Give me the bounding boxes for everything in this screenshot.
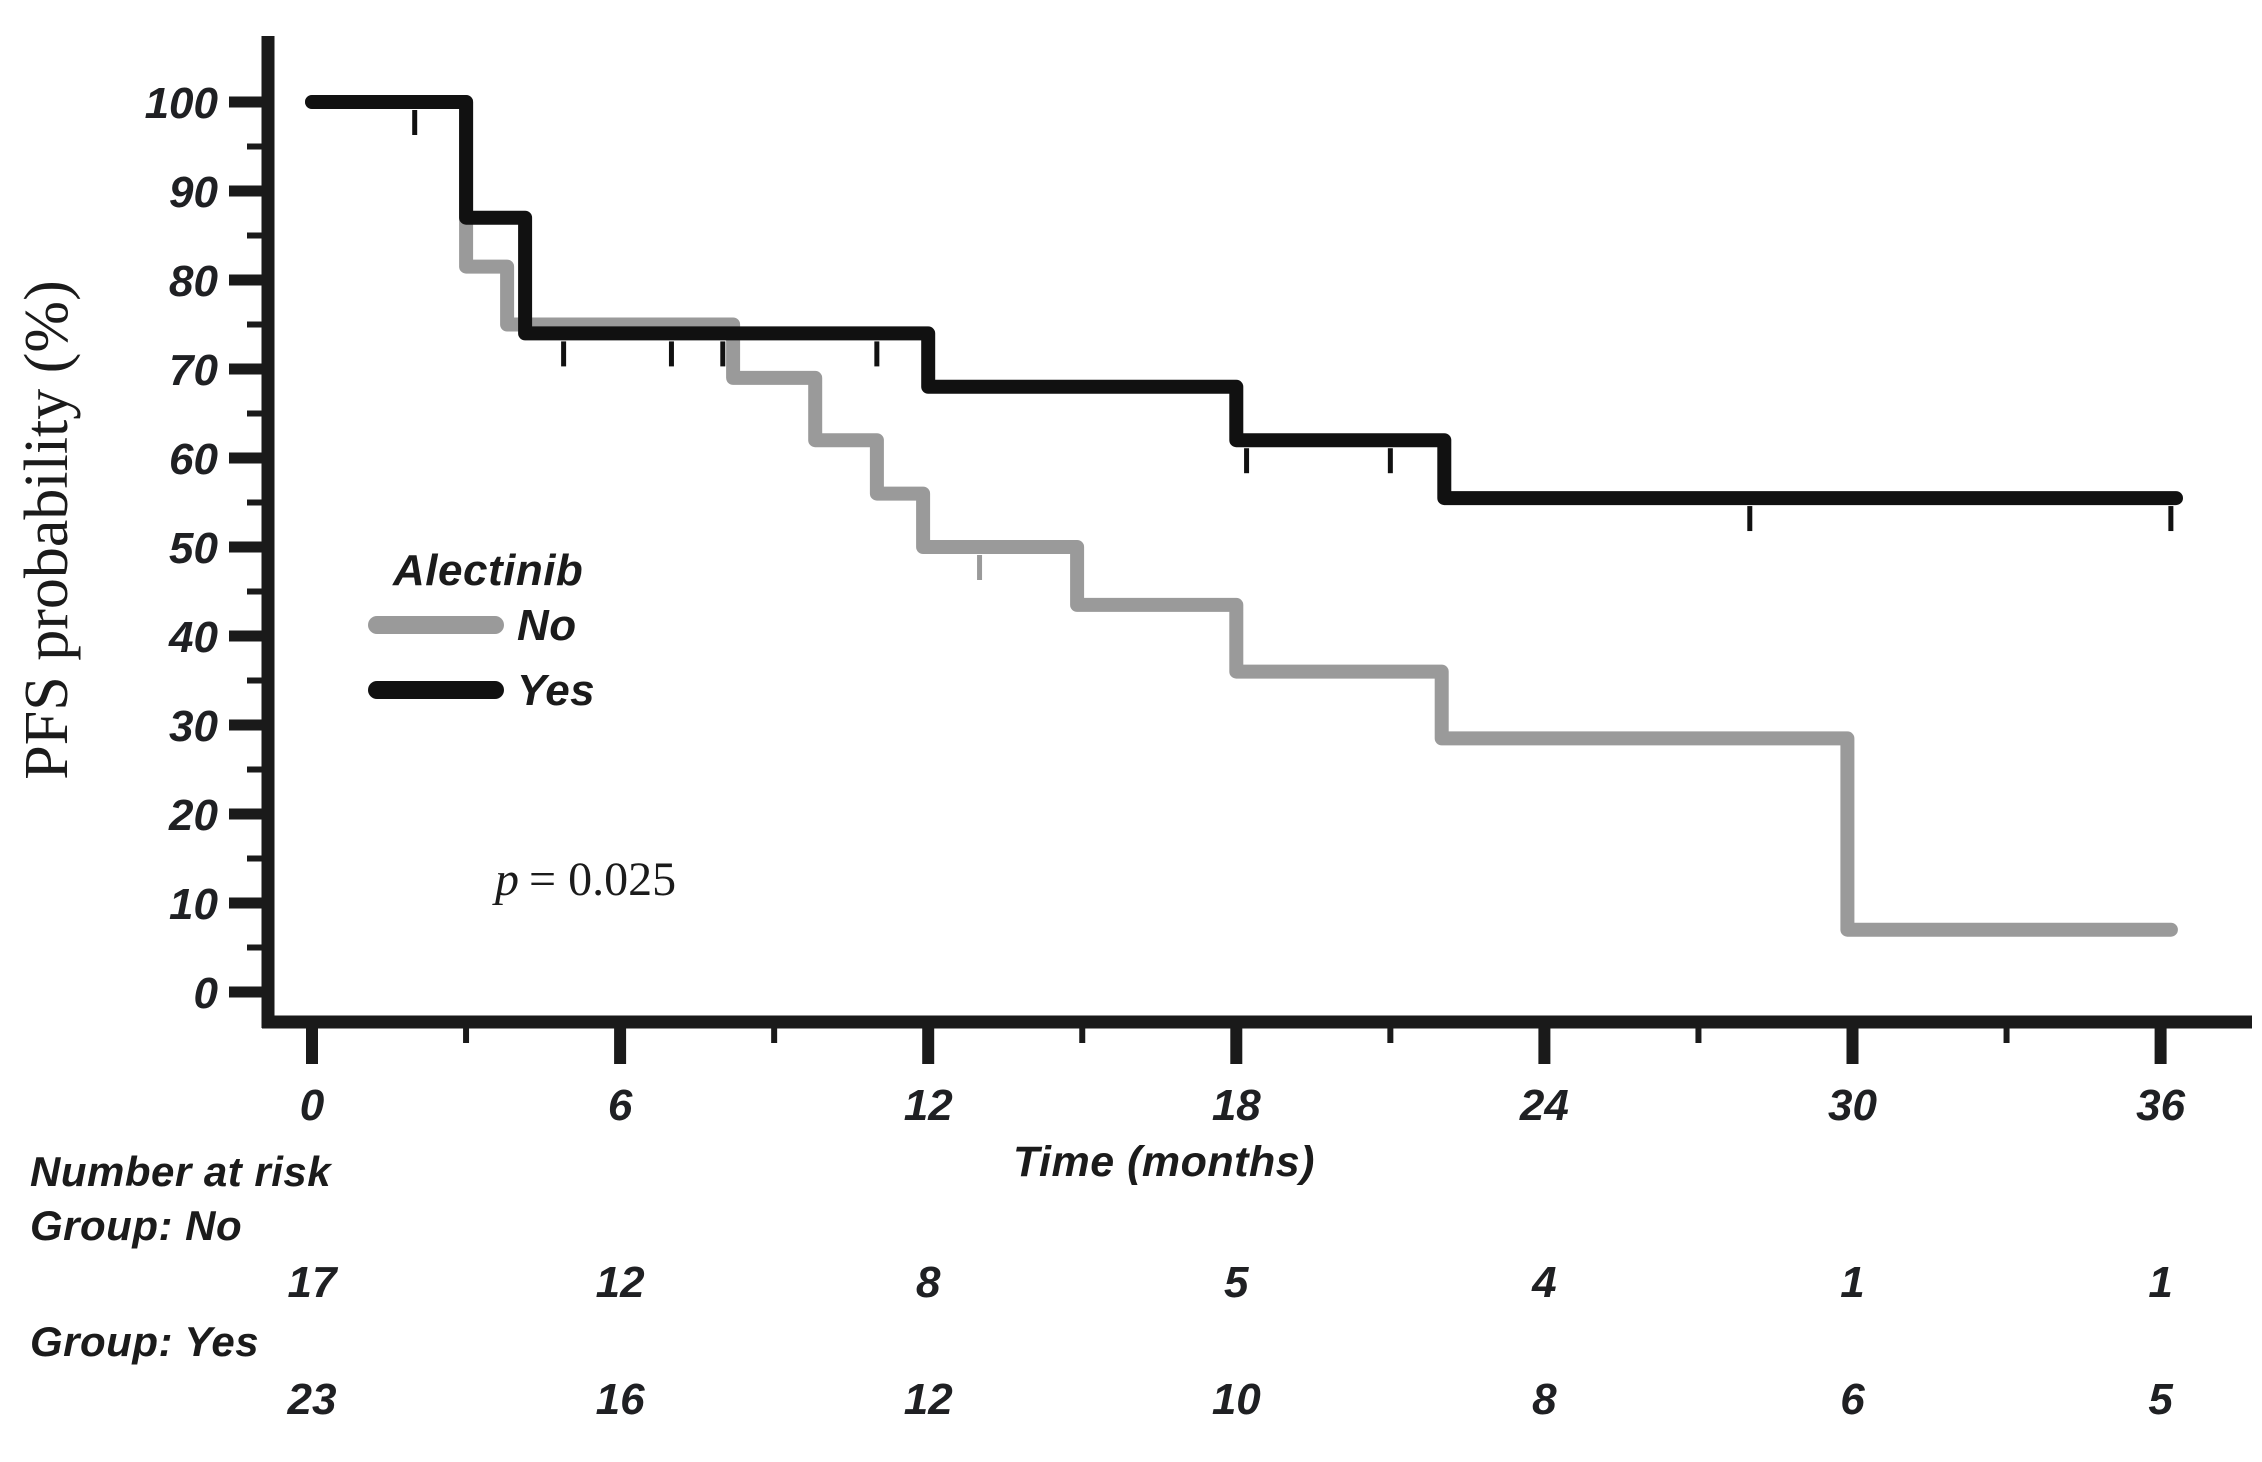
x-tick-label: 0 <box>300 1081 325 1130</box>
y-tick-label: 100 <box>145 79 219 128</box>
risk-count-yes: 5 <box>2148 1375 2173 1424</box>
risk-count-no: 1 <box>2148 1258 2172 1307</box>
x-tick-label: 18 <box>1212 1081 1261 1130</box>
risk-count-yes: 16 <box>596 1375 645 1424</box>
risk-group-label-no: Group: No <box>30 1202 243 1249</box>
p-symbol: p <box>495 853 519 906</box>
y-tick-label: 80 <box>169 257 218 306</box>
risk-count-yes: 10 <box>1212 1375 1261 1424</box>
y-tick-label: 10 <box>169 880 218 929</box>
km-curve-yes <box>305 95 2183 506</box>
risk-count-yes: 8 <box>1532 1375 1557 1424</box>
y-axis-title: PFS probability (%) <box>13 280 81 780</box>
risk-table-heading: Number at risk <box>30 1148 332 1195</box>
x-tick-label: 36 <box>2136 1081 2185 1130</box>
p-value: p = 0.025 <box>495 852 676 907</box>
x-axis-title: Time (months) <box>1013 1138 1315 1186</box>
risk-count-no: 5 <box>1224 1258 1249 1307</box>
risk-count-no: 4 <box>1531 1258 1556 1307</box>
legend-label-yes: Yes <box>517 666 596 715</box>
x-tick-label: 30 <box>1828 1081 1877 1130</box>
y-tick-label: 70 <box>169 346 218 395</box>
x-tick-label: 12 <box>904 1081 953 1130</box>
y-tick-label: 30 <box>169 702 218 751</box>
y-tick-label: 90 <box>169 168 218 217</box>
risk-count-no: 12 <box>596 1258 645 1307</box>
legend-swatch-yes <box>368 681 504 699</box>
risk-count-no: 17 <box>288 1258 339 1307</box>
y-tick-label: 50 <box>169 524 218 573</box>
y-tick-label: 60 <box>169 435 218 484</box>
x-tick-label: 24 <box>1519 1081 1569 1130</box>
risk-group-label-yes: Group: Yes <box>30 1318 260 1365</box>
risk-count-yes: 6 <box>1840 1375 1865 1424</box>
y-tick-label: 40 <box>168 613 218 662</box>
legend-title: Alectinib <box>393 546 584 595</box>
risk-count-no: 1 <box>1840 1258 1864 1307</box>
y-tick-label: 20 <box>168 791 218 840</box>
x-tick-label: 6 <box>608 1081 633 1130</box>
risk-count-yes: 12 <box>904 1375 953 1424</box>
risk-count-yes: 23 <box>287 1375 337 1424</box>
km-curve-no <box>305 95 2178 937</box>
legend-swatch-no <box>368 616 504 634</box>
legend-label-no: No <box>517 601 577 650</box>
y-tick-label: 0 <box>194 969 219 1018</box>
p-value-text: = 0.025 <box>529 853 677 906</box>
risk-count-no: 8 <box>916 1258 941 1307</box>
